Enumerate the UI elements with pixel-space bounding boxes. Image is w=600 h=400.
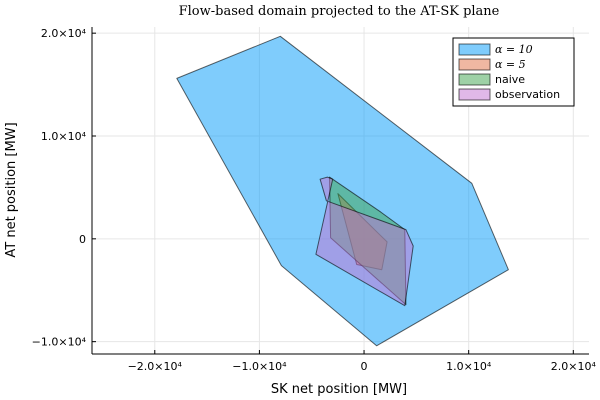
y-tick-label-2: 1.0×10⁴ <box>41 130 87 143</box>
legend-label-1: α = 5 <box>495 58 526 71</box>
x-tick-label-1: −1.0×10⁴ <box>232 360 287 373</box>
legend-label-0: α = 10 <box>495 43 533 56</box>
legend: α = 10 α = 5 naive observation <box>452 37 575 107</box>
legend-swatch-3 <box>458 88 491 101</box>
y-tick-label-3: 2.0×10⁴ <box>41 27 87 40</box>
x-tick-label-0: −2.0×10⁴ <box>128 360 183 373</box>
x-tick-label-4: 2.0×10⁴ <box>551 360 597 373</box>
series-layer <box>176 35 509 347</box>
series-polygon-3 <box>315 176 414 307</box>
legend-swatch-0 <box>458 43 491 56</box>
ticks: −2.0×10⁴ −1.0×10⁴ 0 1.0×10⁴ 2.0×10⁴ −1.0×10⁴ 0… <box>32 27 597 373</box>
y-tick-label-1: 0 <box>79 233 86 246</box>
y-tick-label-0: −1.0×10⁴ <box>32 336 87 349</box>
legend-label-2: naive <box>495 73 525 86</box>
chart-title: Flow-based domain projected to the AT-SK… <box>179 4 500 19</box>
legend-swatch-1 <box>458 58 491 71</box>
x-tick-label-3: 1.0×10⁴ <box>446 360 492 373</box>
legend-swatch-2 <box>458 73 491 86</box>
x-tick-label-2: 0 <box>361 360 368 373</box>
x-axis-label: SK net position [MW] <box>271 382 407 397</box>
y-axis-label: AT net position [MW] <box>4 122 19 257</box>
legend-label-3: observation <box>495 88 560 101</box>
